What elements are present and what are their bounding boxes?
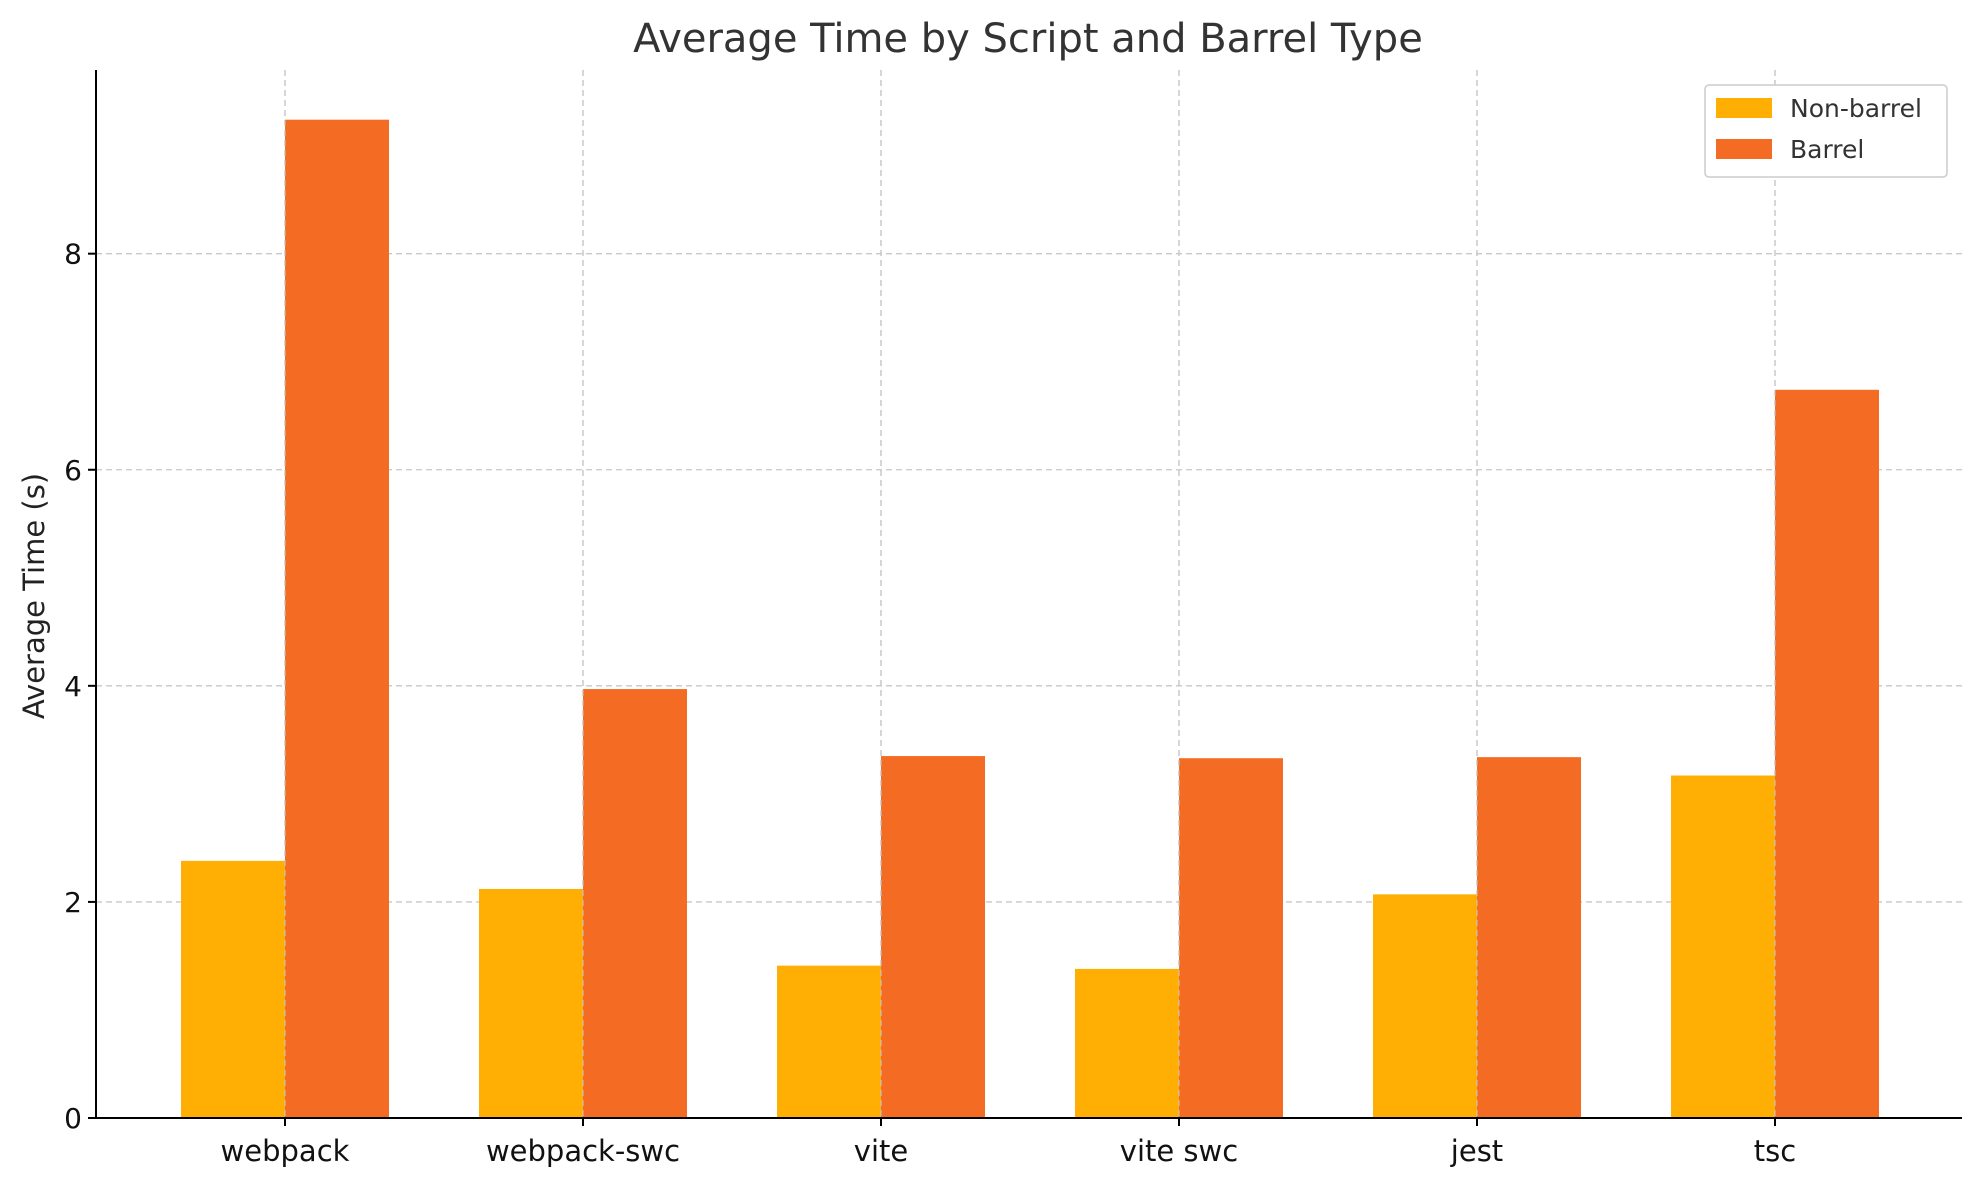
x-ticks: webpack webpack-swc vite vite swc jest tsc <box>221 1118 1796 1168</box>
y-tick-label: 8 <box>64 238 82 271</box>
y-tick-label: 6 <box>64 454 82 487</box>
bar-non-barrel <box>777 965 881 1118</box>
bar-barrel <box>1179 758 1283 1118</box>
bar-non-barrel <box>479 888 583 1118</box>
bar-non-barrel <box>1671 775 1775 1118</box>
x-tick-label: vite <box>854 1134 908 1168</box>
legend-label-non-barrel: Non-barrel <box>1790 94 1922 123</box>
bar-non-barrel <box>1075 968 1179 1118</box>
legend-swatch-barrel <box>1716 139 1772 159</box>
bar-barrel <box>285 119 389 1118</box>
bars <box>181 70 1879 1118</box>
legend: Non-barrel Barrel <box>1704 84 1948 178</box>
bar-barrel <box>583 689 687 1118</box>
bar-barrel <box>1477 757 1581 1118</box>
x-tick-label: webpack <box>221 1134 350 1168</box>
chart-title: Average Time by Script and Barrel Type <box>633 16 1423 62</box>
bar-non-barrel <box>181 860 285 1118</box>
y-tick-label: 4 <box>64 670 82 703</box>
y-tick-label: 0 <box>64 1102 82 1135</box>
y-ticks: 0 2 4 6 8 <box>64 238 96 1135</box>
axes <box>95 70 1962 1119</box>
bar-non-barrel <box>1373 894 1477 1118</box>
x-tick-label: webpack-swc <box>486 1134 680 1168</box>
y-axis-label: Average Time (s) <box>17 473 51 719</box>
legend-items: Non-barrel Barrel <box>1716 94 1922 164</box>
x-tick-label: vite swc <box>1120 1134 1238 1168</box>
legend-label-barrel: Barrel <box>1790 135 1864 164</box>
bar-barrel <box>881 756 985 1118</box>
bar-barrel <box>1775 389 1879 1118</box>
legend-swatch-non-barrel <box>1716 98 1772 118</box>
x-tick-label: tsc <box>1754 1134 1796 1168</box>
x-tick-label: jest <box>1450 1134 1503 1168</box>
y-tick-label: 2 <box>64 886 82 919</box>
